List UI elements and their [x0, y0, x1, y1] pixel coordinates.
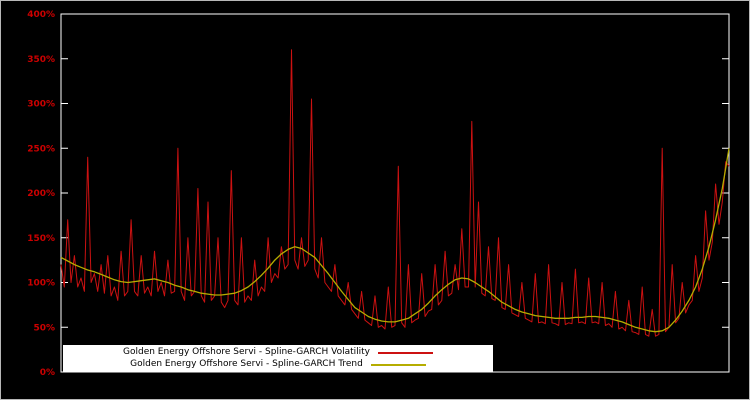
y-tick-label: 300% — [27, 100, 55, 110]
series-volatility-line — [60, 49, 730, 337]
legend-label-volatility: Golden Energy Offshore Servi - Spline-GA… — [123, 347, 370, 357]
legend-item-volatility: Golden Energy Offshore Servi - Spline-GA… — [63, 347, 493, 358]
chart-legend: Golden Energy Offshore Servi - Spline-GA… — [63, 345, 493, 372]
y-tick-label: 100% — [27, 279, 55, 289]
y-tick-label: 200% — [27, 189, 55, 199]
legend-line-sample-trend — [370, 363, 426, 366]
y-tick-label: 50% — [33, 323, 55, 333]
y-tick-label: 250% — [27, 144, 55, 154]
legend-label-trend: Golden Energy Offshore Servi - Spline-GA… — [130, 359, 363, 369]
y-tick-label: 350% — [27, 55, 55, 65]
y-tick-label: 150% — [27, 234, 55, 244]
y-tick-label: 0% — [40, 368, 55, 378]
series-trend-line — [60, 148, 730, 333]
legend-item-trend: Golden Energy Offshore Servi - Spline-GA… — [63, 359, 493, 370]
legend-line-sample-volatility — [377, 351, 433, 354]
y-tick-label: 400% — [27, 10, 55, 20]
